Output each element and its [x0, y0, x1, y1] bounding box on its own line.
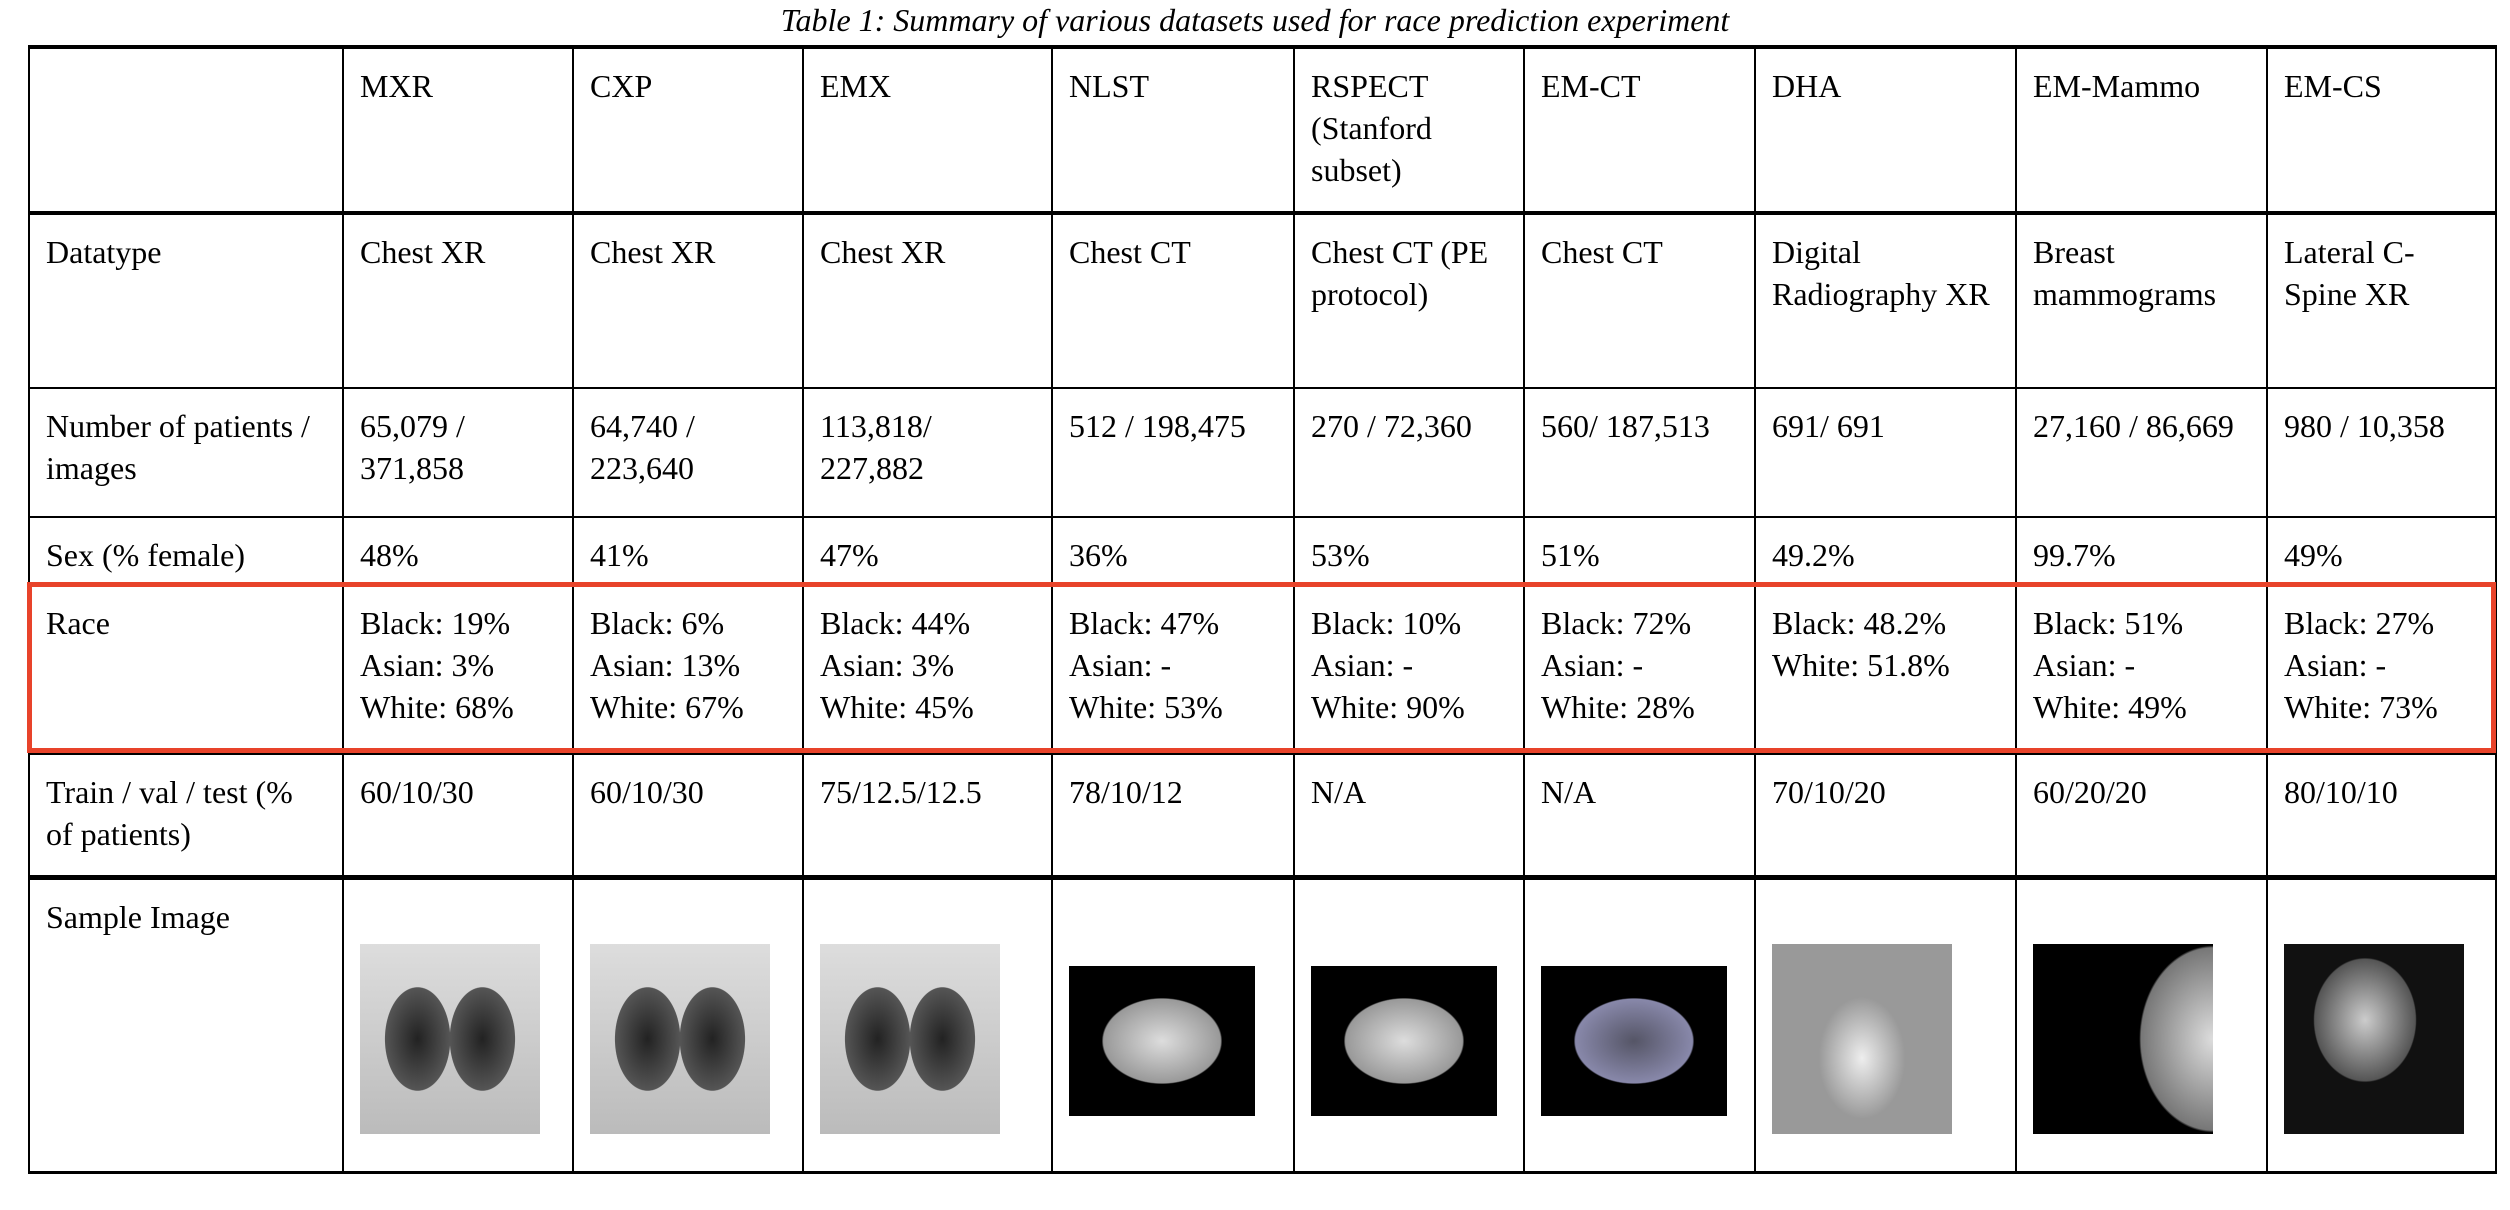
datasets-table: MXR CXP EMX NLST RSPECT (Stanford subset) EM-… [28, 45, 2497, 1174]
table-cell: 60/10/30 [342, 753, 574, 878]
image-cell [572, 874, 804, 1174]
table-cell: 60/20/20 [2015, 753, 2268, 878]
table-cell: Digital Radiography XR [1754, 211, 2017, 389]
table-row: Number of patients / images 65,079 / 371,… [28, 387, 2497, 518]
sample-image-row: Sample Image [28, 874, 2497, 1174]
row-label: Datatype [28, 211, 344, 389]
table-cell: Black: 6% Asian: 13% White: 67% [572, 584, 804, 755]
table-cell: 27,160 / 86,669 [2015, 387, 2268, 518]
table-cell: Black: 72% Asian: - White: 28% [1523, 584, 1756, 755]
table-row: Sex (% female) 48% 41% 47% 36% 53% 51% 49.2% 99.… [28, 516, 2497, 586]
table-cell: Chest XR [802, 211, 1053, 389]
table-cell: Chest CT (PE protocol) [1293, 211, 1525, 389]
table-cell: N/A [1293, 753, 1525, 878]
column-header: EM-CS [2266, 45, 2497, 214]
image-cell [1293, 874, 1525, 1174]
table-cell: 60/10/30 [572, 753, 804, 878]
column-header: MXR [342, 45, 574, 214]
column-header: RSPECT (Stanford subset) [1293, 45, 1525, 214]
table-cell: 53% [1293, 516, 1525, 586]
table-cell: 70/10/20 [1754, 753, 2017, 878]
table-cell: Lateral C-Spine XR [2266, 211, 2497, 389]
table-cell: 80/10/10 [2266, 753, 2497, 878]
table-cell: Chest XR [572, 211, 804, 389]
sample-image [590, 943, 770, 1134]
table-cell: 51% [1523, 516, 1756, 586]
table-cell: Black: 47% Asian: - White: 53% [1051, 584, 1295, 755]
row-label: Number of patients / images [28, 387, 344, 518]
row-label: Train / val / test (% of patients) [28, 753, 344, 878]
table-cell: 75/12.5/12.5 [802, 753, 1053, 878]
table-cell: 99.7% [2015, 516, 2268, 586]
table-cell: 49% [2266, 516, 2497, 586]
column-header: DHA [1754, 45, 2017, 214]
sample-image [820, 943, 1000, 1134]
row-label: Sample Image [28, 874, 344, 1174]
column-header: EM-Mammo [2015, 45, 2268, 214]
image-cell [1523, 874, 1756, 1174]
table-row: Train / val / test (% of patients) 60/10/… [28, 753, 2497, 878]
image-cell [1754, 874, 2017, 1174]
image-cell [342, 874, 574, 1174]
image-cell [2266, 874, 2497, 1174]
table-cell: Black: 51% Asian: - White: 49% [2015, 584, 2268, 755]
column-header: CXP [572, 45, 804, 214]
sample-image [2033, 943, 2213, 1134]
table-cell: N/A [1523, 753, 1756, 878]
column-header: EM-CT [1523, 45, 1756, 214]
table-cell: Black: 10% Asian: - White: 90% [1293, 584, 1525, 755]
table-cell: 512 / 198,475 [1051, 387, 1295, 518]
image-cell [2015, 874, 2268, 1174]
image-cell [1051, 874, 1295, 1174]
sample-image [1772, 943, 1952, 1134]
table-cell: Black: 44% Asian: 3% White: 45% [802, 584, 1053, 755]
table-cell: 691/ 691 [1754, 387, 2017, 518]
table-cell: 270 / 72,360 [1293, 387, 1525, 518]
table-cell: 48% [342, 516, 574, 586]
column-header: EMX [802, 45, 1053, 214]
table-cell: Black: 48.2% White: 51.8% [1754, 584, 2017, 755]
table-cell: Chest CT [1051, 211, 1295, 389]
table-row: Race Black: 19% Asian: 3% White: 68% Black… [28, 584, 2497, 755]
table-row: Datatype Chest XR Chest XR Chest XR Chest CT… [28, 211, 2497, 389]
table-cell: 113,818/ 227,882 [802, 387, 1053, 518]
table-cell: 41% [572, 516, 804, 586]
sample-image [1541, 965, 1727, 1116]
row-label: Sex (% female) [28, 516, 344, 586]
table-cell: 49.2% [1754, 516, 2017, 586]
table-cell: 47% [802, 516, 1053, 586]
table-cell: 65,079 / 371,858 [342, 387, 574, 518]
table-cell: Breast mammograms [2015, 211, 2268, 389]
table-cell: 78/10/12 [1051, 753, 1295, 878]
table-cell: 36% [1051, 516, 1295, 586]
sample-image [360, 943, 540, 1134]
header-row: MXR CXP EMX NLST RSPECT (Stanford subset) EM-… [28, 45, 2497, 214]
table-cell: 64,740 / 223,640 [572, 387, 804, 518]
table-cell: 980 / 10,358 [2266, 387, 2497, 518]
header-empty-cell [28, 45, 344, 214]
table-cell: Black: 27% Asian: - White: 73% [2266, 584, 2497, 755]
table-cell: Chest CT [1523, 211, 1756, 389]
table-caption: Table 1: Summary of various datasets use… [780, 2, 1730, 38]
sample-image [1069, 965, 1255, 1116]
table-cell: Black: 19% Asian: 3% White: 68% [342, 584, 574, 755]
sample-image [1311, 965, 1497, 1116]
table-cell: 560/ 187,513 [1523, 387, 1756, 518]
column-header: NLST [1051, 45, 1295, 214]
sample-image [2284, 943, 2464, 1134]
image-cell [802, 874, 1053, 1174]
row-label: Race [28, 584, 344, 755]
table-cell: Chest XR [342, 211, 574, 389]
